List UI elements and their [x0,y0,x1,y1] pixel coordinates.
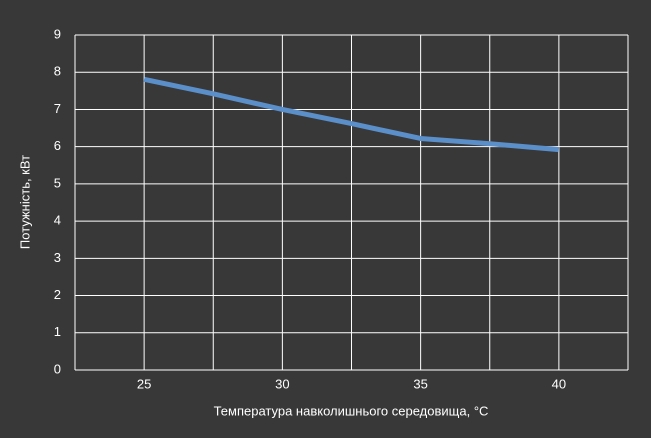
y-tick-label: 9 [54,26,61,41]
y-tick-label: 5 [54,175,61,190]
y-tick-label: 0 [54,361,61,376]
y-tick-label: 8 [54,64,61,79]
x-axis-title: Температура навколишнього середовища, °C [214,403,489,418]
x-tick-label: 35 [413,376,427,391]
x-tick-label: 30 [275,376,289,391]
x-tick-label: 25 [137,376,151,391]
y-tick-label: 3 [54,250,61,265]
y-tick-label: 2 [54,287,61,302]
y-tick-label: 6 [54,138,61,153]
x-tick-label: 40 [552,376,566,391]
y-tick-label: 4 [54,213,61,228]
y-tick-label: 7 [54,101,61,116]
y-tick-label: 1 [54,324,61,339]
y-axis-title: Потужність, кВт [17,155,32,249]
data-line [143,76,560,153]
